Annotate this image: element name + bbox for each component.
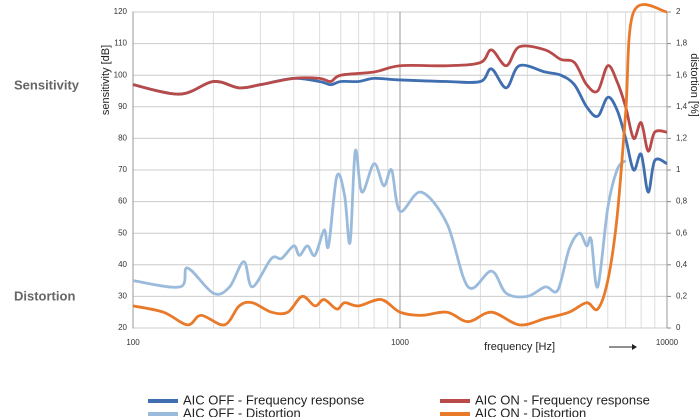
y2-tick-label: 1,4 [676, 102, 688, 111]
y2-tick-label: 0,6 [676, 228, 688, 237]
y-tick-label: 120 [114, 7, 128, 16]
y-tick-label: 100 [114, 70, 128, 79]
y-tick-label: 20 [118, 323, 127, 332]
y-axis-label: sensitivity [dB] [100, 45, 112, 115]
y-tick-label: 80 [118, 134, 127, 143]
y-tick-label: 70 [118, 165, 127, 174]
y-tick-label: 110 [114, 39, 127, 48]
y-tick-label: 40 [118, 260, 127, 269]
y2-tick-label: 1,8 [676, 39, 688, 48]
y2-tick-label: 1 [676, 165, 681, 174]
y2-tick-label: 0 [676, 323, 681, 332]
x-tick-label: 10000 [656, 338, 679, 347]
row-label: Sensitivity [14, 77, 80, 92]
y2-axis-label: distortion [%] [688, 53, 700, 117]
y2-tick-label: 0,8 [676, 197, 688, 206]
legend-label: AIC ON - Distortion [475, 405, 586, 417]
y-tick-label: 30 [118, 292, 127, 301]
y2-tick-label: 0,4 [676, 260, 688, 269]
series-line [132, 44, 668, 153]
x-tick-label: 100 [126, 338, 140, 347]
legend-label: AIC OFF - Frequency response [183, 392, 364, 407]
y2-tick-label: 2 [676, 7, 681, 16]
y2-tick-label: 1,2 [676, 134, 688, 143]
row-label: Distortion [14, 288, 75, 303]
legend-label: AIC OFF - Distortion [183, 405, 301, 417]
x-axis-label: frequency [Hz] [484, 341, 555, 353]
y-tick-label: 50 [118, 228, 127, 237]
series-line [132, 3, 668, 327]
y2-tick-label: 1,6 [676, 70, 688, 79]
y2-tick-label: 0,2 [676, 292, 688, 301]
x-arrow-head [632, 344, 637, 350]
x-tick-label: 1000 [391, 338, 409, 347]
y-tick-label: 60 [118, 197, 127, 206]
legend-label: AIC ON - Frequency response [475, 392, 650, 407]
series-line [132, 148, 627, 299]
y-tick-label: 90 [118, 102, 127, 111]
